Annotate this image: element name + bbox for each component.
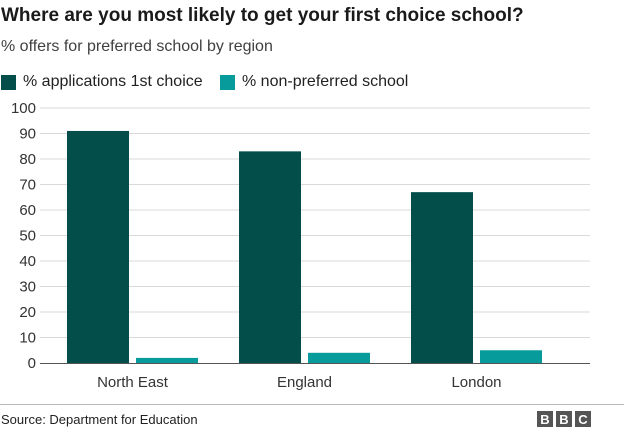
x-tick-label: London <box>451 374 501 391</box>
legend-item-series-1: % applications 1st choice <box>1 73 203 91</box>
source-note: Source: Department for Education <box>1 412 198 427</box>
x-tick-label: North East <box>97 374 169 391</box>
bbc-logo: B B C <box>537 411 591 427</box>
bbc-logo-letter: B <box>556 411 572 427</box>
bar <box>136 357 198 363</box>
y-tick-label: 100 <box>11 100 36 117</box>
legend-label-series-1: % applications 1st choice <box>23 73 203 90</box>
y-tick-label: 10 <box>19 330 36 347</box>
footer-divider <box>0 404 624 405</box>
bar <box>239 151 301 363</box>
bar <box>480 350 542 363</box>
bar <box>308 352 370 363</box>
bbc-logo-letter: C <box>575 411 591 427</box>
legend-item-series-2: % non-preferred school <box>220 73 408 91</box>
chart-title: Where are you most likely to get your fi… <box>1 5 524 26</box>
y-tick-label: 50 <box>19 228 36 245</box>
y-tick-label: 0 <box>28 355 36 372</box>
y-tick-label: 40 <box>19 253 36 270</box>
legend-swatch-series-2 <box>220 74 235 90</box>
y-tick-label: 20 <box>19 304 36 321</box>
bbc-logo-letter: B <box>537 411 553 427</box>
x-tick-label: England <box>277 374 332 391</box>
y-tick-label: 30 <box>19 279 36 296</box>
y-tick-label: 90 <box>19 126 36 143</box>
legend-label-series-2: % non-preferred school <box>242 73 409 90</box>
bar <box>411 192 473 363</box>
chart-subtitle: % offers for preferred school by region <box>1 38 273 55</box>
bar <box>67 130 129 363</box>
legend-swatch-series-1 <box>1 74 16 90</box>
bar-chart: 0 10 20 30 40 50 60 70 80 90 100 North East England L… <box>11 100 590 391</box>
y-tick-label: 80 <box>19 151 36 168</box>
y-tick-label: 60 <box>19 202 36 219</box>
y-tick-label: 70 <box>19 177 36 194</box>
